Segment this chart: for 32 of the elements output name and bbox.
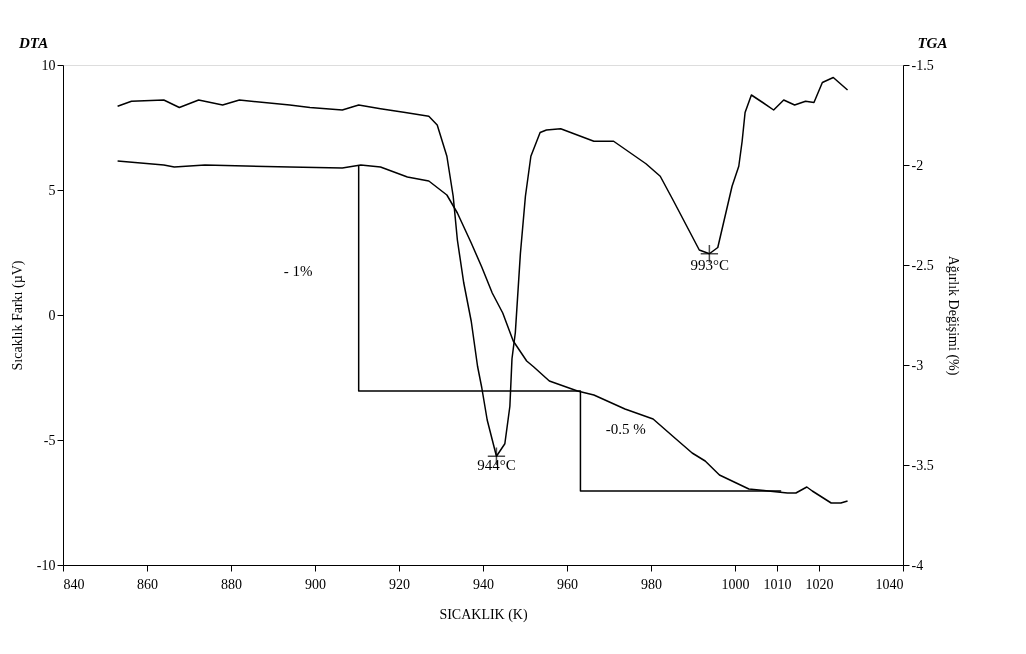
x-tick-label: 940 (473, 576, 494, 592)
annotation: - 1% (283, 263, 313, 279)
y-tick-label: 0 (48, 307, 56, 323)
text: DTA (18, 34, 49, 51)
y2-tick-label: -1.5 (911, 57, 934, 73)
x-axis-title: SICAKLIK (K) (439, 606, 528, 623)
annotation: 993°C (690, 257, 730, 273)
y2-tick-label: -4 (911, 557, 924, 573)
y2-tick-label: -3.5 (911, 457, 934, 473)
annotation: 944°C (477, 457, 516, 473)
x-tick-label: 1010 (763, 576, 792, 592)
y-tick-label: 5 (48, 182, 56, 198)
x-tick-label: 880 (221, 576, 242, 592)
x-tick-label: 1040 (875, 576, 904, 592)
x-tick-label: 920 (389, 576, 410, 592)
x-tick-label: 1000 (721, 576, 750, 592)
y-tick-label: -10 (36, 557, 56, 573)
y-tick-label: 10 (41, 57, 56, 73)
text: TGA (917, 34, 948, 51)
x-tick-label: 960 (557, 576, 578, 592)
x-tick-label: 900 (305, 576, 326, 592)
x-tick-label: 860 (137, 576, 158, 592)
x-tick-label: 980 (641, 576, 662, 592)
y-axis-title: Sıcaklık Farkı (µV) (9, 260, 26, 371)
x-tick-label: 840 (63, 576, 85, 592)
y-tick-label: -5 (43, 432, 56, 448)
y2-tick-label: -2.5 (911, 257, 934, 273)
annotation: -0.5 % (605, 421, 646, 437)
y2-tick-label: -2 (911, 157, 924, 173)
y2-axis-title: Ağırlık Değişimi (%) (944, 255, 961, 376)
x-tick-label: 1020 (805, 576, 834, 592)
y2-tick-label: -3 (911, 357, 924, 373)
